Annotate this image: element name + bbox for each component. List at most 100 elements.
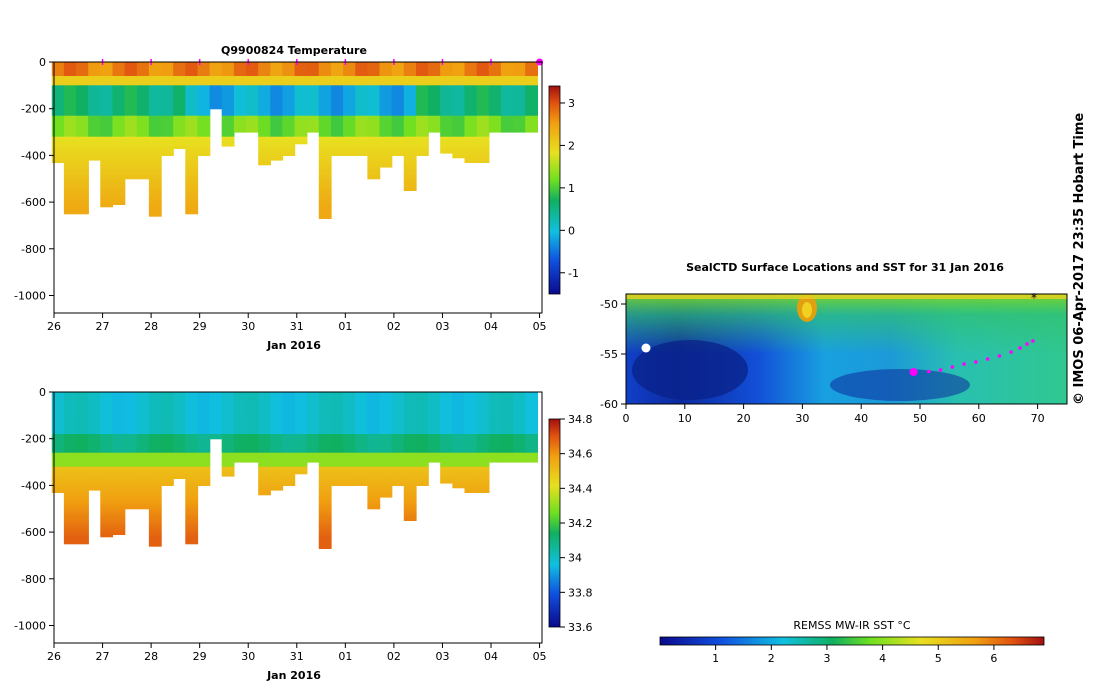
profile-cell [51,73,65,77]
profile-cell [246,106,259,110]
profile-cell [173,132,186,135]
profile-cell [452,132,466,135]
profile-cell [379,80,393,84]
profile-cell [76,487,89,491]
profile-cell [258,115,271,119]
profile-column [124,62,138,180]
profile-cell [76,188,89,191]
profile-cell [185,97,199,100]
profile-cell [464,429,478,433]
profile-cell [51,104,65,107]
profile-cell [379,122,393,126]
profile-cell [464,406,478,409]
profile-cell [355,113,369,117]
profile-cell [148,146,162,149]
profile-cell [379,480,393,484]
profile-cell [185,80,199,84]
profile-cell [488,394,502,398]
profile-cell [464,392,478,395]
profile-cell [185,143,199,147]
sst-colorbar-tick-label: 4 [879,652,886,665]
profile-cell [270,434,284,437]
profile-cell [197,150,211,154]
profile-cell [403,464,417,468]
profile-cell [391,406,405,409]
profile-cell [367,417,381,421]
profile-cell [525,438,538,442]
profile-cell [112,181,126,184]
profile-column [270,392,284,491]
profile-cell [355,473,369,477]
profile-cell [124,115,138,119]
profile-cell [124,499,138,503]
profile-cell [246,99,259,103]
profile-cell [318,427,332,430]
profile-cell [476,406,490,409]
profile-cell [452,443,466,447]
profile-cell [76,181,89,184]
profile-cell [391,129,405,133]
profile-cell [355,85,369,89]
profile-cell [488,448,502,451]
profile-cell [148,118,162,121]
profile-cell [500,113,514,117]
profile-cell [282,76,296,79]
profile-cell [428,73,441,77]
profile-cell [148,429,162,433]
profile-cell [258,485,271,489]
profile-cell [63,417,77,421]
profile-cell [343,87,356,91]
profile-cell [246,111,259,114]
profile-cell [100,127,114,131]
profile-cell [440,87,453,91]
profile-cell [416,115,429,119]
profile-cell [63,157,77,161]
profile-cell [294,396,308,400]
profile-cell [258,420,271,423]
profile-cell [185,181,199,184]
profile-cell [343,78,356,82]
profile-cell [282,66,296,70]
profile-cell [148,76,162,79]
profile-cell [318,443,332,447]
profile-cell [148,188,162,191]
profile-cell [148,534,162,538]
profile-cell [112,83,126,86]
profile-cell [464,139,478,142]
profile-cell [500,424,514,428]
profile-cell [63,192,77,196]
profile-cell [355,464,369,468]
profile-cell [428,94,441,98]
profile-cell [500,452,514,456]
profile-cell [233,441,247,444]
profile-cell [88,403,101,407]
profile-cell [367,66,381,70]
profile-cell [306,129,320,133]
profile-cell [331,445,344,449]
profile-cell [136,504,150,507]
profile-cell [367,408,381,412]
profile-cell [63,443,77,447]
profile-cell [148,167,162,170]
x-tick-label: 31 [290,320,304,333]
profile-cell [185,199,199,203]
profile-cell [500,127,514,131]
profile-cell [124,122,138,126]
profile-cell [403,92,417,96]
profile-cell [136,455,150,458]
profile-cell [173,469,186,472]
profile-cell [221,429,235,433]
profile-cell [136,83,150,86]
profile-cell [282,459,296,463]
profile-cell [367,490,381,493]
profile-cell [318,499,332,503]
profile-cell [343,113,356,117]
profile-cell [282,129,296,133]
profile-cell [173,466,186,470]
profile-cell [403,513,417,517]
profile-cell [416,480,429,484]
profile-cell [513,408,526,412]
profile-cell [112,169,126,173]
profile-cell [343,462,356,465]
profile-cell [379,90,393,93]
